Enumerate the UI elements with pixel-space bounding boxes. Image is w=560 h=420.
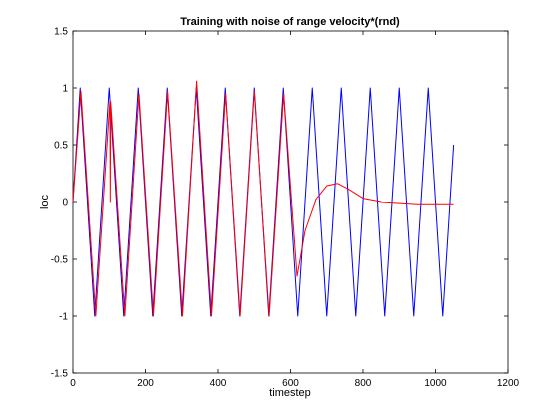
x-axis-label: timestep <box>269 387 311 399</box>
x-tick-label: 1200 <box>497 378 520 389</box>
y-tick: -1.5 <box>51 369 508 380</box>
y-tick: 0 <box>62 198 508 209</box>
y-tick: 1.5 <box>54 27 508 38</box>
y-tick: -0.5 <box>51 255 508 266</box>
x-tick: 800 <box>355 31 372 389</box>
x-tick: 200 <box>137 31 154 389</box>
y-tick-label: -1.5 <box>51 369 69 380</box>
x-tick-label: 600 <box>282 378 299 389</box>
y-tick-label: 1.5 <box>54 27 68 38</box>
y-tick-label: -1 <box>59 312 68 323</box>
y-tick-label: -0.5 <box>51 255 69 266</box>
x-tick: 600 <box>282 31 299 389</box>
x-tick-label: 0 <box>70 378 76 389</box>
axis-ticks: 0 200 400 600 800 1000 1200 -1.5 -1 -0.5 0 0.5 1 1.5 <box>51 27 520 390</box>
x-tick: 1000 <box>424 31 447 389</box>
x-tick-label: 200 <box>137 378 154 389</box>
y-tick-label: 1 <box>62 84 68 95</box>
x-tick: 1200 <box>497 31 520 389</box>
series-layer <box>72 80 455 317</box>
x-tick-label: 400 <box>210 378 227 389</box>
y-tick: -1 <box>59 312 508 323</box>
x-tick-label: 1000 <box>424 378 447 389</box>
x-tick-label: 800 <box>355 378 372 389</box>
y-tick-label: 0.5 <box>54 141 68 152</box>
y-axis-label: loc <box>39 194 51 209</box>
y-tick: 1 <box>62 84 508 95</box>
x-tick: 400 <box>210 31 227 389</box>
series-line-2 <box>72 80 454 317</box>
chart-title: Training with noise of range velocity*(r… <box>180 16 400 28</box>
x-tick: 0 <box>70 31 76 389</box>
y-tick-label: 0 <box>62 198 68 209</box>
